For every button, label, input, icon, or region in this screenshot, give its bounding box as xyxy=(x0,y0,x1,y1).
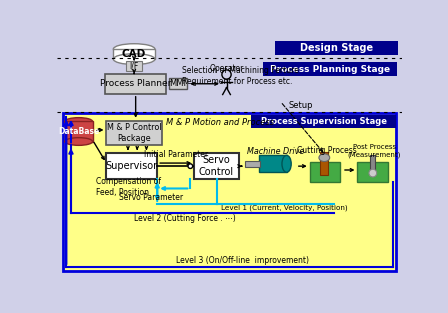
Text: Machine Drive: Machine Drive xyxy=(247,147,305,156)
Ellipse shape xyxy=(65,138,93,145)
Text: I/F: I/F xyxy=(129,61,139,70)
Text: MMI: MMI xyxy=(169,79,186,88)
Text: Post Process
(Measurement): Post Process (Measurement) xyxy=(348,144,401,157)
Text: DataBase: DataBase xyxy=(58,127,99,136)
Text: Process Supervision Stage: Process Supervision Stage xyxy=(261,117,387,126)
Text: Design Stage: Design Stage xyxy=(300,43,373,53)
Text: Selection of Machining Ferture
Requirement for Process etc.: Selection of Machining Ferture Requireme… xyxy=(182,66,299,86)
Text: Servo
Control: Servo Control xyxy=(199,155,234,177)
Text: Level 2 (Cutting Force . ⋯): Level 2 (Cutting Force . ⋯) xyxy=(134,214,236,223)
Text: Operator: Operator xyxy=(209,64,244,73)
Text: Level 3 (On/Off-line  improvement): Level 3 (On/Off-line improvement) xyxy=(177,256,310,265)
Text: Supervisor: Supervisor xyxy=(106,161,158,171)
FancyBboxPatch shape xyxy=(263,62,397,76)
Ellipse shape xyxy=(113,44,155,54)
FancyBboxPatch shape xyxy=(113,49,155,59)
Ellipse shape xyxy=(65,118,93,125)
Ellipse shape xyxy=(113,54,155,64)
FancyBboxPatch shape xyxy=(65,121,93,141)
FancyBboxPatch shape xyxy=(107,153,157,179)
Text: Process Planning Stage: Process Planning Stage xyxy=(271,64,391,74)
Circle shape xyxy=(188,164,193,168)
FancyBboxPatch shape xyxy=(370,155,375,172)
FancyBboxPatch shape xyxy=(194,153,239,179)
FancyBboxPatch shape xyxy=(358,162,388,182)
FancyBboxPatch shape xyxy=(107,121,162,145)
Text: M & P Control
Package: M & P Control Package xyxy=(107,123,161,143)
FancyBboxPatch shape xyxy=(245,161,260,167)
FancyBboxPatch shape xyxy=(259,155,287,172)
Text: Setup: Setup xyxy=(288,101,313,110)
Ellipse shape xyxy=(319,154,330,162)
FancyBboxPatch shape xyxy=(105,74,167,94)
Circle shape xyxy=(369,169,377,177)
Ellipse shape xyxy=(282,155,291,172)
FancyBboxPatch shape xyxy=(251,115,396,128)
Text: Compensation of
Feed, Position: Compensation of Feed, Position xyxy=(95,177,161,197)
Text: CAD: CAD xyxy=(122,49,146,59)
Text: Servo Parameter: Servo Parameter xyxy=(119,193,183,202)
Text: Process Planner: Process Planner xyxy=(100,79,171,88)
FancyBboxPatch shape xyxy=(275,41,398,54)
Text: M & P Motion and Process: M & P Motion and Process xyxy=(167,118,275,127)
FancyBboxPatch shape xyxy=(310,162,340,182)
FancyBboxPatch shape xyxy=(126,61,142,71)
FancyBboxPatch shape xyxy=(169,78,187,89)
FancyBboxPatch shape xyxy=(320,151,328,175)
Text: Initial Parameter: Initial Parameter xyxy=(144,150,208,159)
Text: Level 1 (Current, Velocity, Position): Level 1 (Current, Velocity, Position) xyxy=(221,205,348,211)
Text: Cutting Process: Cutting Process xyxy=(297,146,357,155)
FancyBboxPatch shape xyxy=(63,113,396,271)
